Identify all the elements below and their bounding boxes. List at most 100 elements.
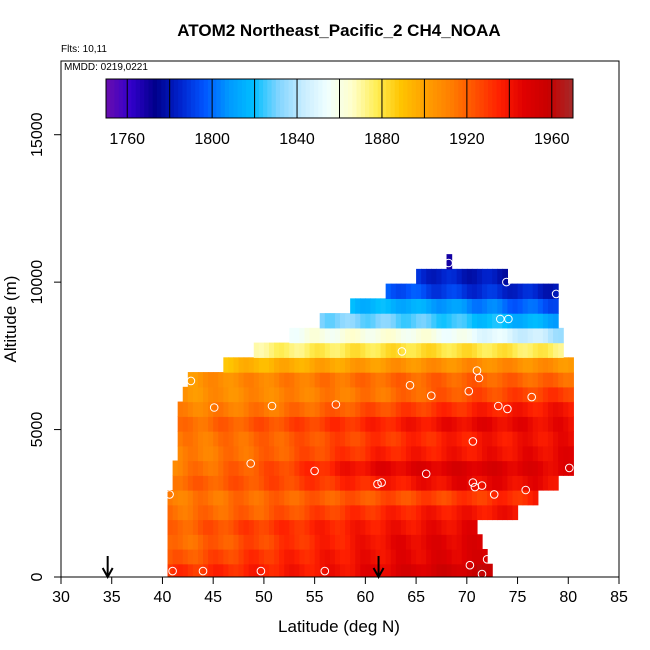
heatmap-cell <box>279 372 285 388</box>
heatmap-cell <box>263 372 270 388</box>
heatmap-cell <box>390 372 397 388</box>
heatmap-cell <box>345 460 351 476</box>
heatmap-cell <box>334 475 341 491</box>
heatmap-cell <box>471 416 478 432</box>
heatmap-cell <box>355 563 361 577</box>
heatmap-cell <box>177 504 184 521</box>
heatmap-cell <box>258 445 265 462</box>
heatmap-cell <box>426 401 432 417</box>
heatmap-cell <box>314 401 321 417</box>
heatmap-cell <box>436 298 443 314</box>
heatmap-cell <box>431 327 437 344</box>
heatmap-cell <box>400 372 407 388</box>
heatmap-cell <box>426 327 432 344</box>
heatmap-cell <box>426 342 432 358</box>
heatmap-cell <box>411 401 417 417</box>
heatmap-cell <box>436 342 443 358</box>
heatmap-cell <box>268 519 275 535</box>
heatmap-cell <box>263 563 270 577</box>
heatmap-cell <box>355 357 361 373</box>
heatmap-cell <box>416 475 422 491</box>
heatmap-cell <box>405 431 412 447</box>
heatmap-cell <box>527 313 534 329</box>
heatmap-cell <box>284 490 290 506</box>
heatmap-cell <box>411 534 417 550</box>
heatmap-cell <box>299 342 306 358</box>
sample-point <box>464 386 474 396</box>
heatmap-cell <box>334 563 341 577</box>
heatmap-cell <box>461 401 468 417</box>
heatmap-cell <box>263 445 270 462</box>
heatmap-cell <box>502 327 508 344</box>
heatmap-cell <box>263 401 270 417</box>
heatmap-cell <box>223 416 229 432</box>
heatmap-cell <box>299 519 306 535</box>
heatmap-cell <box>284 548 290 565</box>
heatmap-cell <box>487 372 493 388</box>
heatmap-cell <box>512 313 519 329</box>
heatmap-cell <box>537 298 544 314</box>
colorbar-segment <box>169 79 175 118</box>
heatmap-cell <box>400 460 407 476</box>
heatmap-cell <box>395 372 402 388</box>
heatmap-cell <box>223 357 229 373</box>
heatmap-cell <box>329 401 336 417</box>
heatmap-cell <box>177 490 184 506</box>
heatmap-cell <box>345 563 351 577</box>
sample-point <box>320 566 330 576</box>
heatmap-cell <box>208 519 214 535</box>
heatmap-cell <box>426 386 432 403</box>
heatmap-cell <box>522 431 529 447</box>
heatmap-cell <box>482 490 488 506</box>
heatmap-cell <box>268 416 275 432</box>
heatmap-cell <box>345 519 351 535</box>
x-tick-label: 40 <box>154 589 172 606</box>
heatmap-cell <box>329 460 336 476</box>
heatmap-cell <box>228 386 235 403</box>
heatmap-cell <box>279 401 285 417</box>
heatmap-cell <box>370 401 377 417</box>
heatmap-cell <box>192 460 199 476</box>
heatmap-cell <box>299 490 306 506</box>
colorbar-segment <box>314 79 319 118</box>
heatmap-cell <box>395 563 402 577</box>
heatmap-cell <box>390 534 397 550</box>
heatmap-cell <box>319 504 326 521</box>
heatmap-cell <box>385 475 392 491</box>
heatmap-cell <box>416 357 422 373</box>
heatmap-cell <box>187 460 194 476</box>
colorbar-segment <box>547 79 553 118</box>
colorbar-segment <box>110 79 115 118</box>
heatmap-cell <box>436 445 443 462</box>
heatmap-cell <box>461 313 468 329</box>
colorbar-segment <box>331 79 336 118</box>
heatmap-cell <box>426 534 432 550</box>
heatmap-cell <box>507 431 514 447</box>
heatmap-cell <box>182 519 189 535</box>
heatmap-cell <box>233 563 240 577</box>
heatmap-cell <box>218 534 224 550</box>
heatmap-cell <box>370 445 377 462</box>
heatmap-cell <box>416 490 422 506</box>
heatmap-cell <box>375 357 382 373</box>
heatmap-cell <box>289 327 295 344</box>
heatmap-cell <box>294 475 301 491</box>
heatmap-cell <box>238 401 245 417</box>
heatmap-cell <box>197 490 204 506</box>
heatmap-cell <box>456 313 463 329</box>
colorbar-segment <box>241 79 247 118</box>
heatmap-cell <box>542 327 549 344</box>
colorbar-segment <box>441 79 447 118</box>
heatmap-cell <box>197 534 204 550</box>
heatmap-cell <box>487 342 493 358</box>
heatmap-cell <box>507 342 514 358</box>
heatmap-cell <box>324 416 331 432</box>
heatmap-cell <box>446 534 453 550</box>
heatmap-cell <box>400 386 407 403</box>
heatmap-cell <box>385 416 392 432</box>
heatmap-cell <box>466 416 473 432</box>
heatmap-cell <box>411 431 417 447</box>
heatmap-cell <box>253 475 260 491</box>
heatmap-cell <box>416 534 422 550</box>
heatmap-cell <box>258 357 265 373</box>
